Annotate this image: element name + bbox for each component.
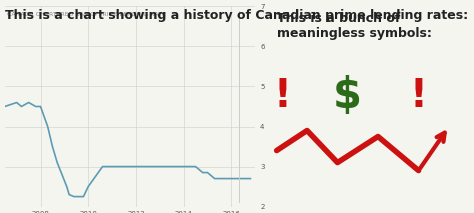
Text: CANADA CHARTERED BANKS PRIME LENDING RATE: CANADA CHARTERED BANKS PRIME LENDING RAT… [7,12,166,17]
Text: $: $ [333,75,362,118]
Text: This is a bunch of
meaningless symbols:: This is a bunch of meaningless symbols: [277,12,431,40]
Text: !: ! [274,78,292,115]
Text: This is a chart showing a history of Canadian prime lending rates:: This is a chart showing a history of Can… [5,9,468,22]
Text: !: ! [410,78,428,115]
